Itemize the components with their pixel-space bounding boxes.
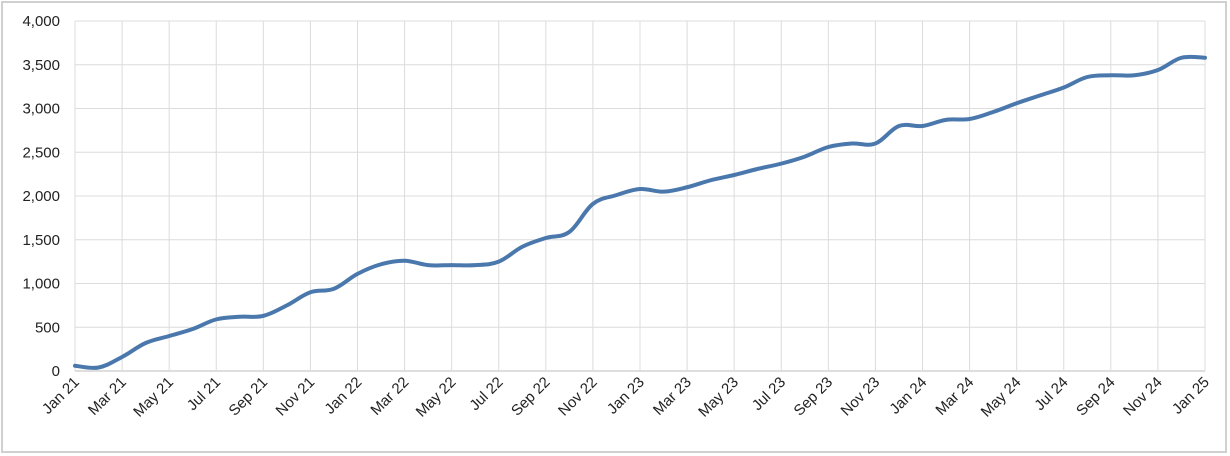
data-point <box>167 334 171 338</box>
x-tick-label: Sep 24 <box>1073 374 1119 420</box>
y-tick-label: 500 <box>35 319 60 336</box>
data-point <box>779 162 783 166</box>
data-point <box>567 230 571 234</box>
x-tick-label: Nov 24 <box>1120 374 1166 420</box>
data-point <box>944 118 948 122</box>
data-point <box>1038 93 1042 97</box>
x-tick-label: Jan 23 <box>604 374 648 418</box>
data-point <box>803 155 807 159</box>
x-tick-label: Jan 22 <box>321 374 365 418</box>
data-point <box>450 263 454 267</box>
x-tick-label: Mar 21 <box>85 374 130 419</box>
data-point <box>308 290 312 294</box>
data-point <box>214 317 218 321</box>
x-tick-label: Mar 23 <box>650 374 695 419</box>
x-tick-label: Nov 21 <box>273 374 319 420</box>
y-tick-label: 1,000 <box>22 276 60 293</box>
data-point <box>709 178 713 182</box>
data-point <box>1132 73 1136 77</box>
data-point <box>97 366 101 370</box>
series-group <box>73 54 1207 370</box>
x-tick-label: Jan 25 <box>1169 374 1213 418</box>
data-point <box>1085 75 1089 79</box>
data-point <box>662 190 666 194</box>
data-point <box>261 314 265 318</box>
x-axis-tick-labels: Jan 21 Mar 21 May 21 Jul 21 Sep 21 Nov 21 Jan … <box>39 374 1213 421</box>
y-tick-label: 1,500 <box>22 232 60 249</box>
x-tick-label: Jan 21 <box>39 374 83 418</box>
data-point <box>826 145 830 149</box>
y-tick-label: 3,500 <box>22 57 60 74</box>
data-point <box>120 355 124 359</box>
data-point <box>379 262 383 266</box>
x-tick-label: Jul 24 <box>1031 374 1071 414</box>
data-point <box>873 142 877 146</box>
x-tick-label: Nov 23 <box>838 374 884 420</box>
y-tick-label: 0 <box>52 363 60 380</box>
y-tick-label: 4,000 <box>22 13 60 30</box>
series-line <box>73 54 1207 370</box>
data-point <box>238 315 242 319</box>
x-tick-label: May 24 <box>978 374 1025 421</box>
data-point <box>1203 56 1207 60</box>
data-point <box>191 327 195 331</box>
data-point <box>1062 86 1066 90</box>
y-axis-tick-labels: 0 500 1,000 1,500 2,000 2,500 3,000 3,500 4,000 <box>22 13 60 380</box>
data-point <box>991 110 995 114</box>
x-tick-label: Sep 22 <box>508 374 554 420</box>
data-point <box>520 245 524 249</box>
data-point <box>756 167 760 171</box>
data-point <box>332 287 336 291</box>
data-point <box>1156 68 1160 72</box>
x-tick-label: Jul 21 <box>184 374 224 414</box>
data-point <box>285 303 289 307</box>
x-tick-label: Sep 23 <box>791 374 837 420</box>
data-point <box>850 142 854 146</box>
y-tick-label: 2,000 <box>22 188 60 205</box>
data-point <box>638 187 642 191</box>
data-point <box>1109 73 1113 77</box>
x-tick-label: Nov 22 <box>555 374 601 420</box>
x-tick-label: Mar 22 <box>367 374 412 419</box>
data-point <box>544 236 548 240</box>
grid-lines <box>74 20 1206 372</box>
x-tick-label: May 21 <box>130 374 177 421</box>
x-tick-label: Jul 22 <box>466 374 506 414</box>
x-tick-label: Sep 21 <box>226 374 272 420</box>
data-point <box>685 185 689 189</box>
y-tick-label: 3,000 <box>22 101 60 118</box>
data-point <box>1179 56 1183 60</box>
y-tick-label: 2,500 <box>22 144 60 161</box>
data-point <box>921 124 925 128</box>
data-point <box>897 124 901 128</box>
x-tick-label: May 23 <box>695 374 742 421</box>
data-point <box>732 173 736 177</box>
data-point <box>403 259 407 263</box>
x-tick-label: May 22 <box>413 374 460 421</box>
data-point <box>497 260 501 264</box>
data-point <box>473 263 477 267</box>
data-point <box>356 272 360 276</box>
data-point <box>591 202 595 206</box>
x-tick-label: Jul 23 <box>749 374 789 414</box>
data-point <box>426 263 430 267</box>
data-point <box>144 341 148 345</box>
data-point <box>614 193 618 197</box>
data-point <box>1015 101 1019 105</box>
data-point <box>73 364 77 368</box>
x-tick-label: Mar 24 <box>932 374 977 419</box>
data-point <box>968 117 972 121</box>
x-tick-label: Jan 24 <box>886 374 930 418</box>
